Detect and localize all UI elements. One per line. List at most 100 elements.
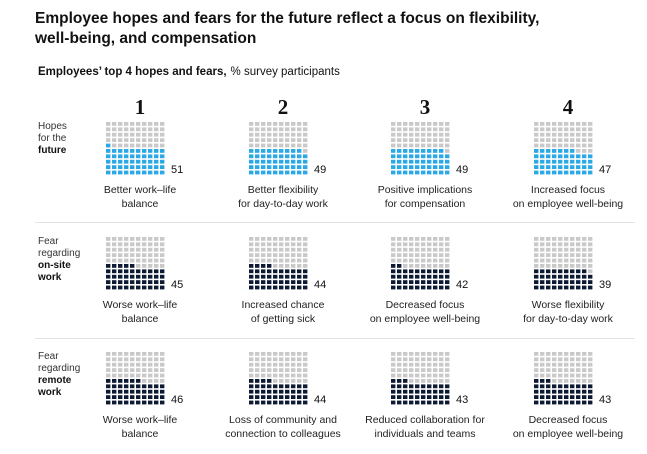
waffle-cell <box>570 274 575 279</box>
waffle-cell <box>267 127 272 132</box>
waffle-cell <box>249 127 254 132</box>
item-label-line: Decreased focus <box>385 299 465 311</box>
waffle-cell <box>576 258 581 263</box>
waffle-cell <box>570 242 575 247</box>
waffle-cell <box>391 258 396 263</box>
waffle-cell <box>570 258 575 263</box>
waffle-cell <box>570 285 575 290</box>
waffle-cell <box>546 138 551 142</box>
waffle-cell <box>558 368 563 372</box>
waffle-cell <box>433 170 438 175</box>
waffle-cell <box>534 247 539 252</box>
waffle-cell <box>255 127 260 132</box>
column-number: 2 <box>277 95 289 119</box>
waffle-cell <box>397 395 402 399</box>
waffle-cell <box>249 285 254 290</box>
waffle-cell <box>564 154 569 159</box>
waffle-cell <box>130 165 135 169</box>
waffle-cell <box>540 154 545 159</box>
waffle-cell <box>409 165 414 169</box>
waffle-cell <box>403 352 408 356</box>
waffle-cell <box>261 379 266 383</box>
waffle-cell <box>582 242 587 247</box>
waffle-cell <box>445 274 450 279</box>
waffle-cell <box>142 384 147 389</box>
waffle-cell <box>303 165 308 169</box>
waffle-cell <box>558 280 563 284</box>
waffle-cell <box>403 400 408 405</box>
waffle-cell <box>261 373 266 378</box>
waffle-cell <box>546 122 551 126</box>
waffle-cell <box>564 362 569 367</box>
row-label: Fear regarding remote work <box>38 351 80 399</box>
waffle-cell <box>154 258 159 263</box>
waffle-cell <box>427 274 432 279</box>
waffle-cell <box>439 400 444 405</box>
waffle-cell <box>403 264 408 268</box>
waffle-cell <box>130 253 135 257</box>
waffle-cell <box>588 274 593 279</box>
waffle-cell <box>534 400 539 405</box>
waffle-cell <box>570 395 575 399</box>
waffle-cell <box>552 143 557 148</box>
waffle-cell <box>540 264 545 268</box>
value-label: 39 <box>599 279 612 291</box>
waffle-cell <box>558 132 563 137</box>
waffle-cell <box>433 362 438 367</box>
waffle-cell <box>273 138 278 142</box>
waffle-cell <box>160 373 165 378</box>
waffle-cell <box>403 384 408 389</box>
waffle-cell <box>148 285 153 290</box>
waffle-cell <box>421 368 426 372</box>
waffle-cell <box>558 159 563 164</box>
waffle-cell <box>279 237 284 241</box>
waffle-cell <box>576 362 581 367</box>
waffle-cell <box>564 242 569 247</box>
waffle-cell <box>261 143 266 148</box>
waffle-cell <box>570 362 575 367</box>
waffle-cell <box>136 247 141 252</box>
waffle-cell <box>118 122 123 126</box>
item-label-line: Increased focus <box>530 184 606 196</box>
waffle-cell <box>130 285 135 290</box>
waffle <box>534 352 593 405</box>
waffle-cell <box>415 138 420 142</box>
waffle-cell <box>409 258 414 263</box>
waffle-cell <box>255 264 260 268</box>
waffle-cell <box>546 389 551 394</box>
waffle-cell <box>148 127 153 132</box>
waffle-cell <box>112 389 117 394</box>
waffle-cell <box>279 357 284 362</box>
waffle-cell <box>546 242 551 247</box>
waffle-cell <box>552 132 557 137</box>
waffle-cell <box>297 395 302 399</box>
waffle-cell <box>297 138 302 142</box>
waffle-cell <box>415 154 420 159</box>
waffle-cell <box>112 368 117 372</box>
waffle-cell <box>285 247 290 252</box>
column-number: 3 <box>419 95 431 119</box>
waffle-cell <box>576 368 581 372</box>
waffle-cell <box>261 242 266 247</box>
waffle-cell <box>415 165 420 169</box>
waffle-cell <box>552 258 557 263</box>
waffle-cell <box>297 122 302 126</box>
waffle-cell <box>588 373 593 378</box>
waffle-cell <box>409 159 414 164</box>
waffle-cell <box>409 242 414 247</box>
waffle-cell <box>558 269 563 274</box>
waffle-cell <box>427 384 432 389</box>
waffle-cell <box>409 264 414 268</box>
waffle-cell <box>291 132 296 137</box>
waffle-cell <box>582 170 587 175</box>
item-label: Reduced collaboration for individuals and… <box>340 413 510 441</box>
waffle-cell <box>136 138 141 142</box>
waffle-cell <box>255 274 260 279</box>
waffle-cell <box>421 280 426 284</box>
waffle-cell <box>564 357 569 362</box>
waffle-cell <box>273 132 278 137</box>
waffle-cell <box>267 264 272 268</box>
waffle-cell <box>148 357 153 362</box>
waffle-cell <box>154 127 159 132</box>
